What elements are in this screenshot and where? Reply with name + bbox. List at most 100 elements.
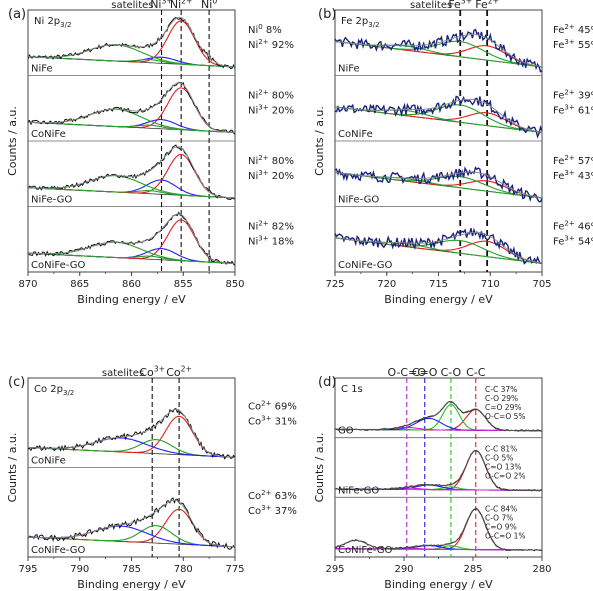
x-tick-label: 775 xyxy=(225,564,244,575)
fit-envelope xyxy=(335,400,542,432)
fit-component xyxy=(27,87,235,133)
sample-label: CoNiFe xyxy=(338,129,373,140)
measured-spectrum xyxy=(27,497,236,550)
composition-label: Fe3+ 61% xyxy=(553,103,593,116)
sample-label: NiFe xyxy=(338,64,360,75)
x-tick-label: 280 xyxy=(532,564,551,575)
marker-label: C=O xyxy=(412,366,438,379)
x-tick-label: 795 xyxy=(18,564,37,575)
y-axis-label: Counts / a.u. xyxy=(6,106,19,176)
composition-label: C=O 29% xyxy=(485,403,521,412)
sample-label: NiFe-GO xyxy=(338,485,379,496)
measured-spectrum xyxy=(334,95,543,139)
composition-label: Ni0 8% xyxy=(248,23,282,36)
fit-envelope xyxy=(27,499,236,548)
fit-component xyxy=(27,121,235,133)
fit-component xyxy=(27,525,236,548)
fit-envelope xyxy=(28,146,235,199)
x-tick-label: 860 xyxy=(122,279,141,290)
fit-envelope xyxy=(334,171,543,199)
x-tick-label: 865 xyxy=(70,279,89,290)
sample-label: CoNiFe-GO xyxy=(338,545,392,556)
panel-label: (d) xyxy=(318,375,336,390)
marker-label: O-C=O xyxy=(388,366,427,379)
fit-envelope xyxy=(28,82,235,133)
fit-envelope xyxy=(334,98,543,133)
fit-envelope xyxy=(28,213,235,264)
x-tick-label: 780 xyxy=(174,564,193,575)
sample-label: CoNiFe xyxy=(31,456,66,467)
x-tick-label: 715 xyxy=(429,279,448,290)
sample-label: GO xyxy=(338,426,354,437)
sample-label: NiFe xyxy=(31,64,53,75)
fit-envelope xyxy=(334,231,543,264)
x-axis-label: Binding energy / eV xyxy=(384,293,493,306)
marker-label: Ni3+ xyxy=(150,0,173,11)
measured-spectrum xyxy=(27,408,236,460)
y-axis-label: Counts / a.u. xyxy=(313,106,326,176)
composition-label: Ni3+ 20% xyxy=(248,103,294,116)
composition-label: Fe3+ 55% xyxy=(553,38,593,51)
fit-envelope xyxy=(335,449,542,491)
sample-label: CoNiFe-GO xyxy=(31,260,85,271)
composition-label: Ni2+ 92% xyxy=(248,38,294,51)
composition-label: Ni3+ 20% xyxy=(248,169,294,182)
composition-label: O-C=O 5% xyxy=(485,412,526,421)
marker-label: Co2+ xyxy=(166,365,192,379)
composition-label: Co2+ 69% xyxy=(248,399,297,412)
composition-label: Co2+ 63% xyxy=(248,489,297,502)
composition-label: C-C 84% xyxy=(485,504,517,513)
marker-label: C-O xyxy=(441,366,462,379)
fit-envelope xyxy=(27,408,236,458)
marker-label-satelites: satelites xyxy=(102,368,144,379)
marker-label: Ni2+ xyxy=(170,0,193,11)
measured-spectrum xyxy=(334,166,543,203)
measured-spectrum xyxy=(334,28,543,73)
x-tick-label: 850 xyxy=(225,279,244,290)
composition-label: Ni2+ 80% xyxy=(248,154,294,167)
x-tick-label: 705 xyxy=(532,279,551,290)
x-tick-label: 710 xyxy=(481,279,500,290)
marker-label: Ni0 xyxy=(201,0,217,11)
composition-label: C=O 13% xyxy=(485,463,521,472)
composition-label: C-C 81% xyxy=(485,445,517,454)
sample-label: CoNiFe-GO xyxy=(338,260,392,271)
composition-label: O-C=O 2% xyxy=(485,472,526,481)
measured-spectrum xyxy=(334,227,543,265)
x-tick-label: 290 xyxy=(394,564,413,575)
composition-label: Fe2+ 57% xyxy=(553,154,593,167)
marker-label-satelites: satelites xyxy=(111,0,153,11)
fit-component xyxy=(27,187,235,199)
marker-label: Fe3+ xyxy=(448,0,472,11)
x-tick-label: 720 xyxy=(377,279,396,290)
fit-envelope xyxy=(334,508,542,551)
fit-envelope xyxy=(28,16,236,68)
panel-label: (a) xyxy=(8,7,26,22)
x-axis-label: Binding energy / eV xyxy=(77,578,186,591)
composition-label: Fe2+ 46% xyxy=(553,219,593,232)
composition-label: C-O 7% xyxy=(485,513,513,522)
composition-label: Fe3+ 54% xyxy=(553,234,593,247)
fit-component xyxy=(27,20,235,68)
x-tick-label: 295 xyxy=(325,564,344,575)
marker-label-satelites: satelites xyxy=(410,0,452,11)
fit-envelope xyxy=(334,34,543,68)
composition-label: C-O 5% xyxy=(485,454,513,463)
composition-label: C=O 9% xyxy=(485,522,517,531)
panel-title: Co 2p3/2 xyxy=(34,384,74,397)
x-tick-label: 285 xyxy=(463,564,482,575)
composition-label: C-O 29% xyxy=(485,394,518,403)
composition-label: Co3+ 31% xyxy=(248,414,297,427)
composition-label: Fe2+ 39% xyxy=(553,88,593,101)
panel-title: Fe 2p3/2 xyxy=(341,16,380,29)
sample-label: CoNiFe-GO xyxy=(31,545,85,556)
fit-component xyxy=(27,252,235,264)
x-tick-label: 790 xyxy=(70,564,89,575)
marker-label: C-C xyxy=(466,366,486,379)
x-axis-label: Binding energy / eV xyxy=(384,578,493,591)
